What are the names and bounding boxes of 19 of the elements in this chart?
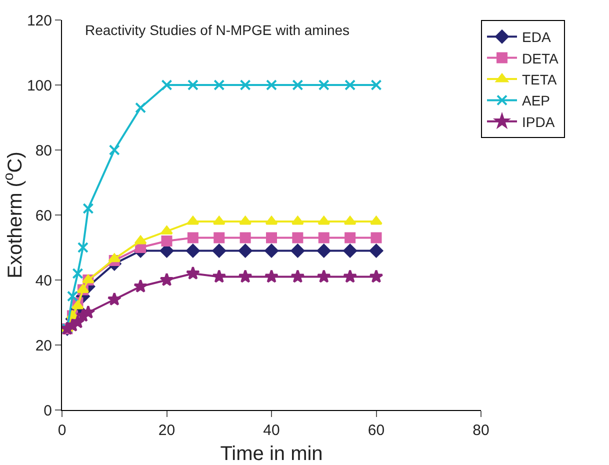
y-tick-label: 0 (44, 402, 52, 420)
y-tick-label: 100 (26, 77, 52, 94)
chart-title: Reactivity Studies of N-MPGE with amines (85, 22, 350, 38)
x-axis-title: Time in min (220, 443, 323, 465)
y-tick-label: 20 (35, 337, 52, 354)
legend-label: TETA (522, 71, 558, 88)
x-tick-label: 0 (58, 422, 66, 439)
legend-label: DETA (522, 50, 559, 66)
y-tick-label: 60 (35, 207, 52, 224)
x-tick-label: 40 (263, 422, 280, 439)
x-tick-label: 20 (158, 422, 176, 439)
x-tick-label: 80 (472, 422, 490, 439)
x-tick-label: 60 (368, 422, 385, 439)
y-tick-label: 80 (35, 142, 52, 160)
y-tick-label: 40 (35, 272, 52, 290)
legend-label: EDA (522, 29, 552, 46)
legend-label: AEP (522, 92, 550, 109)
y-tick-label: 120 (26, 12, 52, 30)
legend-label: IPDA (522, 114, 556, 130)
